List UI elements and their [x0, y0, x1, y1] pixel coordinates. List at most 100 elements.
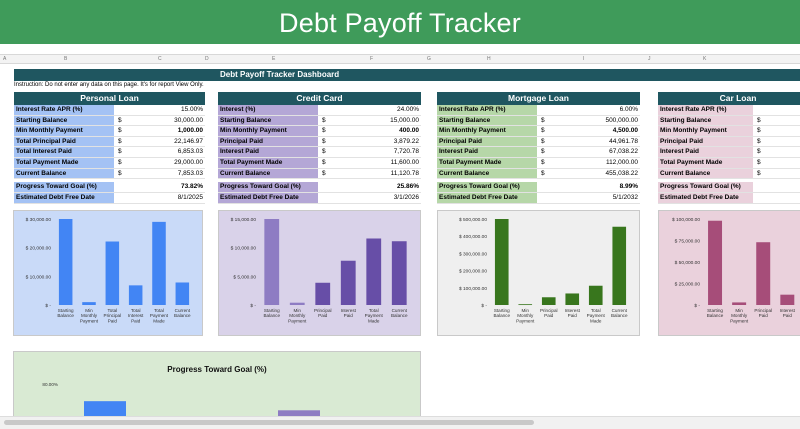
row-value[interactable]: 22,146.97 [174, 137, 203, 145]
card-row: Interest (%) 24.00% [218, 105, 421, 116]
bar[interactable] [84, 401, 126, 420]
bar[interactable] [289, 302, 305, 305]
row-value[interactable]: 6.00% [619, 106, 638, 113]
bar[interactable] [391, 241, 407, 305]
column-letter[interactable]: G [427, 56, 431, 62]
row-value[interactable]: 30,000.00 [174, 116, 203, 124]
row-value[interactable]: 25.86% [396, 183, 419, 191]
bar[interactable] [780, 294, 795, 305]
horizontal-scrollbar[interactable] [0, 416, 800, 429]
row-currency: $ [757, 169, 761, 177]
row-currency [114, 105, 128, 115]
row-value[interactable]: 29,000.00 [174, 158, 203, 166]
row-value[interactable]: 455,038.22 [605, 169, 638, 177]
row-value[interactable] [767, 169, 800, 179]
card-row: Starting Balance $500,000.00 [437, 115, 640, 127]
row-currency: $ [757, 137, 761, 145]
column-letter[interactable]: E [272, 56, 276, 62]
bar[interactable] [708, 220, 723, 305]
bar[interactable] [340, 260, 356, 305]
bar[interactable] [278, 410, 320, 420]
column-letter[interactable]: C [158, 56, 162, 62]
bar[interactable] [541, 297, 556, 305]
row-value[interactable]: 6,853.03 [177, 148, 203, 156]
personal-loan-chart[interactable]: $ - $ 10,000.00 $ 20,000.00 $ 30,000.00 Star… [13, 210, 203, 336]
column-letter[interactable]: B [64, 56, 68, 62]
bar[interactable] [565, 293, 580, 305]
x-tick-label: Principal Paid [754, 308, 772, 318]
row-value[interactable] [767, 137, 800, 147]
bar[interactable] [264, 219, 280, 305]
row-value[interactable]: 4,500.00 [612, 127, 638, 135]
progress-toward-goal-chart[interactable]: Progress Toward Goal (%) 80.00% [13, 351, 421, 421]
bar[interactable] [315, 282, 331, 305]
row-value[interactable]: 67,038.22 [609, 148, 638, 156]
row-label: Starting Balance [218, 115, 318, 126]
x-tick-label: Principal Paid [314, 308, 332, 318]
row-label: Progress Toward Goal (%) [14, 182, 114, 193]
bar[interactable] [152, 221, 166, 305]
y-tick-label: $ 200,000.00 [459, 269, 487, 275]
row-value[interactable]: 73.82% [180, 183, 203, 191]
row-value[interactable]: 24.00% [396, 106, 419, 113]
row-value[interactable]: 8.99% [619, 183, 638, 191]
row-value[interactable]: 15,000.00 [390, 116, 419, 124]
row-value[interactable]: 400.00 [399, 127, 419, 135]
row-value[interactable] [767, 126, 800, 136]
row-value[interactable]: 7,720.78 [393, 148, 419, 156]
row-value[interactable]: 44,961.78 [609, 137, 638, 145]
row-value[interactable]: 112,000.00 [605, 158, 638, 166]
column-letter[interactable]: H [487, 56, 491, 62]
row-value[interactable] [767, 193, 800, 203]
bar[interactable] [732, 302, 747, 305]
bar[interactable] [518, 304, 533, 306]
bar[interactable] [128, 285, 143, 305]
column-letter[interactable]: K [703, 56, 707, 62]
row-value[interactable] [767, 116, 800, 126]
row-value[interactable]: 11,120.78 [390, 169, 419, 177]
bar[interactable] [105, 241, 120, 305]
card-row: Interest Rate APR (%) 15.00% [14, 105, 205, 116]
bar[interactable] [175, 282, 190, 305]
row-value[interactable] [767, 182, 800, 192]
row-value[interactable]: 3,879.22 [393, 137, 419, 145]
row-value[interactable] [767, 158, 800, 168]
row-value[interactable] [767, 105, 800, 115]
row-value[interactable]: 5/1/2032 [612, 194, 638, 202]
bar[interactable] [612, 226, 627, 305]
bar[interactable] [82, 302, 96, 305]
x-tick-label: Principal Paid [540, 308, 558, 318]
column-letter[interactable]: I [583, 56, 585, 62]
credit-card-chart[interactable]: $ - $ 5,000.00 $ 10,000.00 $ 15,000.00 Start… [218, 210, 421, 336]
card-row: Progress Toward Goal (%) 25.86% [218, 182, 421, 194]
card-row: Starting Balance $15,000.00 [218, 115, 421, 127]
row-value[interactable]: 11,600.00 [390, 158, 419, 166]
row-label: Estimated Debt Free Date [437, 193, 537, 203]
row-label: Total Payment Made [218, 157, 318, 168]
row-value[interactable]: 15.00% [180, 106, 203, 113]
bar[interactable] [588, 285, 603, 305]
row-value[interactable]: 500,000.00 [605, 116, 638, 124]
row-value[interactable] [767, 147, 800, 157]
bar[interactable] [756, 242, 771, 305]
bar[interactable] [494, 219, 509, 305]
y-tick-label: 80.00% [42, 382, 58, 387]
scrollbar-thumb[interactable] [4, 420, 534, 425]
row-value[interactable]: 3/1/2026 [393, 194, 419, 202]
column-letter[interactable]: D [205, 56, 209, 62]
card-row: Estimated Debt Free Date 8/1/2025 [14, 193, 205, 204]
bar[interactable] [58, 219, 73, 305]
row-label: Interest Rate APR (%) [14, 105, 114, 115]
mortgage-loan-chart[interactable]: $ - $ 100,000.00 $ 200,000.00 $ 300,000.00 $… [437, 210, 640, 336]
car-loan-chart[interactable]: $ - $ 25,000.00 $ 50,000.00 $ 75,000.00 $ 10… [658, 210, 800, 336]
column-letter[interactable]: J [648, 56, 651, 62]
row-value[interactable]: 8/1/2025 [177, 194, 203, 202]
card-row: Starting Balance $30,000.00 [14, 115, 205, 127]
bar[interactable] [366, 238, 382, 305]
y-tick-label: $ 300,000.00 [459, 251, 487, 257]
column-letter[interactable]: F [370, 56, 374, 62]
row-value[interactable]: 1,000.00 [177, 127, 203, 135]
column-letter[interactable]: A [3, 56, 7, 62]
row-value[interactable]: 7,853.03 [177, 169, 203, 177]
card-row: Estimated Debt Free Date [658, 193, 800, 204]
